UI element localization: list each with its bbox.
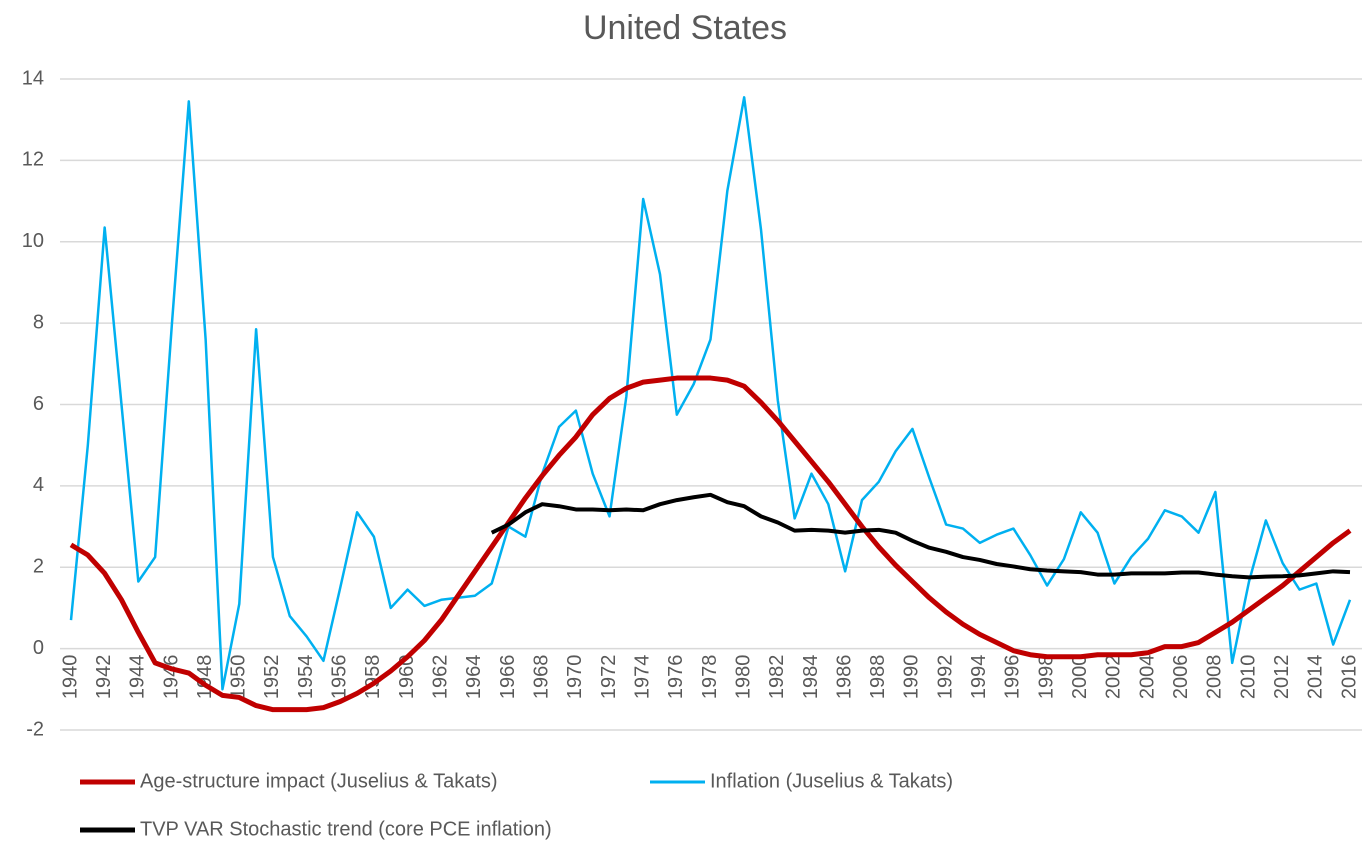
x-tick-label: 1952: [261, 655, 283, 700]
x-tick-label: 1990: [901, 655, 923, 700]
x-tick-label: 1944: [127, 655, 149, 700]
x-tick-label: 1988: [867, 655, 889, 700]
y-tick-label: 6: [33, 393, 44, 415]
series-line: [490, 492, 1351, 580]
x-tick-label: 1976: [665, 655, 687, 700]
x-tick-label: 1994: [968, 655, 990, 700]
y-tick-label: 4: [33, 474, 44, 496]
legend-label: TVP VAR Stochastic trend (core PCE infla…: [140, 818, 552, 840]
x-tick-label: 1956: [329, 655, 351, 700]
y-tick-label: 14: [22, 67, 44, 89]
chart-title: United States: [583, 9, 787, 47]
x-tick-label: 1940: [59, 655, 81, 700]
y-tick-label: 8: [33, 311, 44, 333]
x-tick-label: 1954: [295, 655, 317, 700]
x-tick-label: 1978: [699, 655, 721, 700]
x-tick-label: 1974: [631, 655, 653, 700]
x-tick-label: 2008: [1204, 655, 1226, 700]
x-tick-label: 2012: [1271, 655, 1293, 700]
x-tick-label: 2016: [1338, 655, 1360, 700]
x-tick-label: 1992: [934, 655, 956, 700]
legend-label: Age-structure impact (Juselius & Takats): [140, 770, 498, 792]
x-tick-label: 2014: [1305, 655, 1327, 700]
x-tick-label: 1960: [396, 655, 418, 700]
x-tick-label: 2010: [1237, 655, 1259, 700]
x-tick-label: 1964: [463, 655, 485, 700]
x-tick-label: 2000: [1069, 655, 1091, 700]
x-tick-label: 2006: [1170, 655, 1192, 700]
x-tick-label: 1966: [497, 655, 519, 700]
y-tick-label: -2: [26, 718, 44, 740]
x-tick-label: 2004: [1136, 655, 1158, 700]
y-tick-label: 12: [22, 149, 44, 171]
legend-label: Inflation (Juselius & Takats): [710, 770, 953, 792]
x-tick-label: 1946: [160, 655, 182, 700]
x-tick-label: 1998: [1035, 655, 1057, 700]
x-tick-label: 2002: [1103, 655, 1125, 700]
x-tick-label: 1982: [766, 655, 788, 700]
x-tick-label: 1950: [228, 655, 250, 700]
x-tick-label: 1942: [93, 655, 115, 700]
x-tick-label: 1980: [732, 655, 754, 700]
x-tick-label: 1972: [598, 655, 620, 700]
x-tick-label: 1984: [800, 655, 822, 700]
series-line: [69, 375, 1352, 713]
x-tick-label: 1962: [430, 655, 452, 700]
y-tick-label: 10: [22, 230, 44, 252]
series-line: [69, 96, 1352, 691]
x-tick-label: 1986: [833, 655, 855, 700]
x-tick-label: 1996: [1002, 655, 1024, 700]
y-tick-label: 0: [33, 637, 44, 659]
x-tick-label: 1970: [564, 655, 586, 700]
y-tick-label: 2: [33, 556, 44, 578]
x-tick-label: 1968: [530, 655, 552, 700]
